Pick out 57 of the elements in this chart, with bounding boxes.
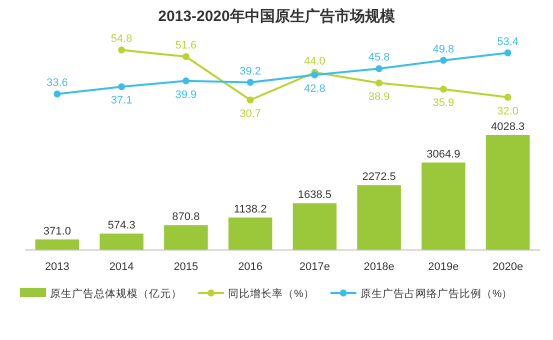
legend-label: 原生广告总体规模（亿元） [50,287,182,300]
point [376,65,383,72]
bar [357,185,401,250]
point [440,86,447,93]
data-label: 574.3 [108,220,136,232]
point [440,56,447,64]
data-label: 371.0 [43,225,71,238]
chart-title: 2013-2020年中国原生广告市场规模 [158,7,396,25]
bar [100,234,144,250]
point [182,53,190,60]
point [54,90,61,98]
bar [228,218,272,250]
bar [164,225,208,250]
data-label: 870.8 [172,211,200,224]
data-label: 45.8 [368,52,390,64]
data-label: 37.1 [110,94,132,107]
point [376,79,383,86]
point [504,49,512,56]
data-label: 1138.2 [234,204,267,216]
x-tick-label: 2020e [492,261,524,273]
data-label: 38.9 [368,90,390,103]
data-label: 32.0 [497,105,519,118]
data-label: 54.8 [110,33,132,45]
bar [35,239,80,250]
data-label: 49.8 [432,43,454,56]
point [246,96,254,104]
x-tick-label: 2014 [109,261,134,273]
x-tick-label: 2018e [364,261,394,273]
bar [422,162,466,250]
data-label: 1638.5 [298,189,332,202]
x-tick-label: 2017e [299,261,330,273]
data-label: 39.9 [175,88,197,101]
data-label: 33.6 [46,76,68,89]
bar [486,135,530,250]
legend-label: 同比增长率（%） [228,287,314,300]
data-label: 30.7 [240,108,262,120]
data-label: 51.6 [175,40,197,52]
point [246,78,254,86]
point [182,77,190,84]
data-label: 35.9 [432,97,454,110]
data-label: 4028.3 [490,121,525,133]
legend-label: 原生广告占网络广告比例（%） [360,287,513,300]
data-label: 39.2 [240,65,262,78]
point [118,46,126,54]
data-label: 42.8 [304,82,326,95]
data-label: 2272.5 [362,171,396,184]
data-label: 3064.9 [426,148,460,161]
bar [292,203,337,250]
x-tick-label: 2019e [428,261,459,273]
point [311,71,318,78]
point [504,94,512,101]
x-tick-label: 2013 [44,261,70,273]
point [118,83,126,90]
x-tick-label: 2015 [174,261,198,273]
data-label: 44.0 [304,55,326,68]
x-tick-label: 2016 [238,261,263,273]
data-label: 53.4 [497,36,519,48]
